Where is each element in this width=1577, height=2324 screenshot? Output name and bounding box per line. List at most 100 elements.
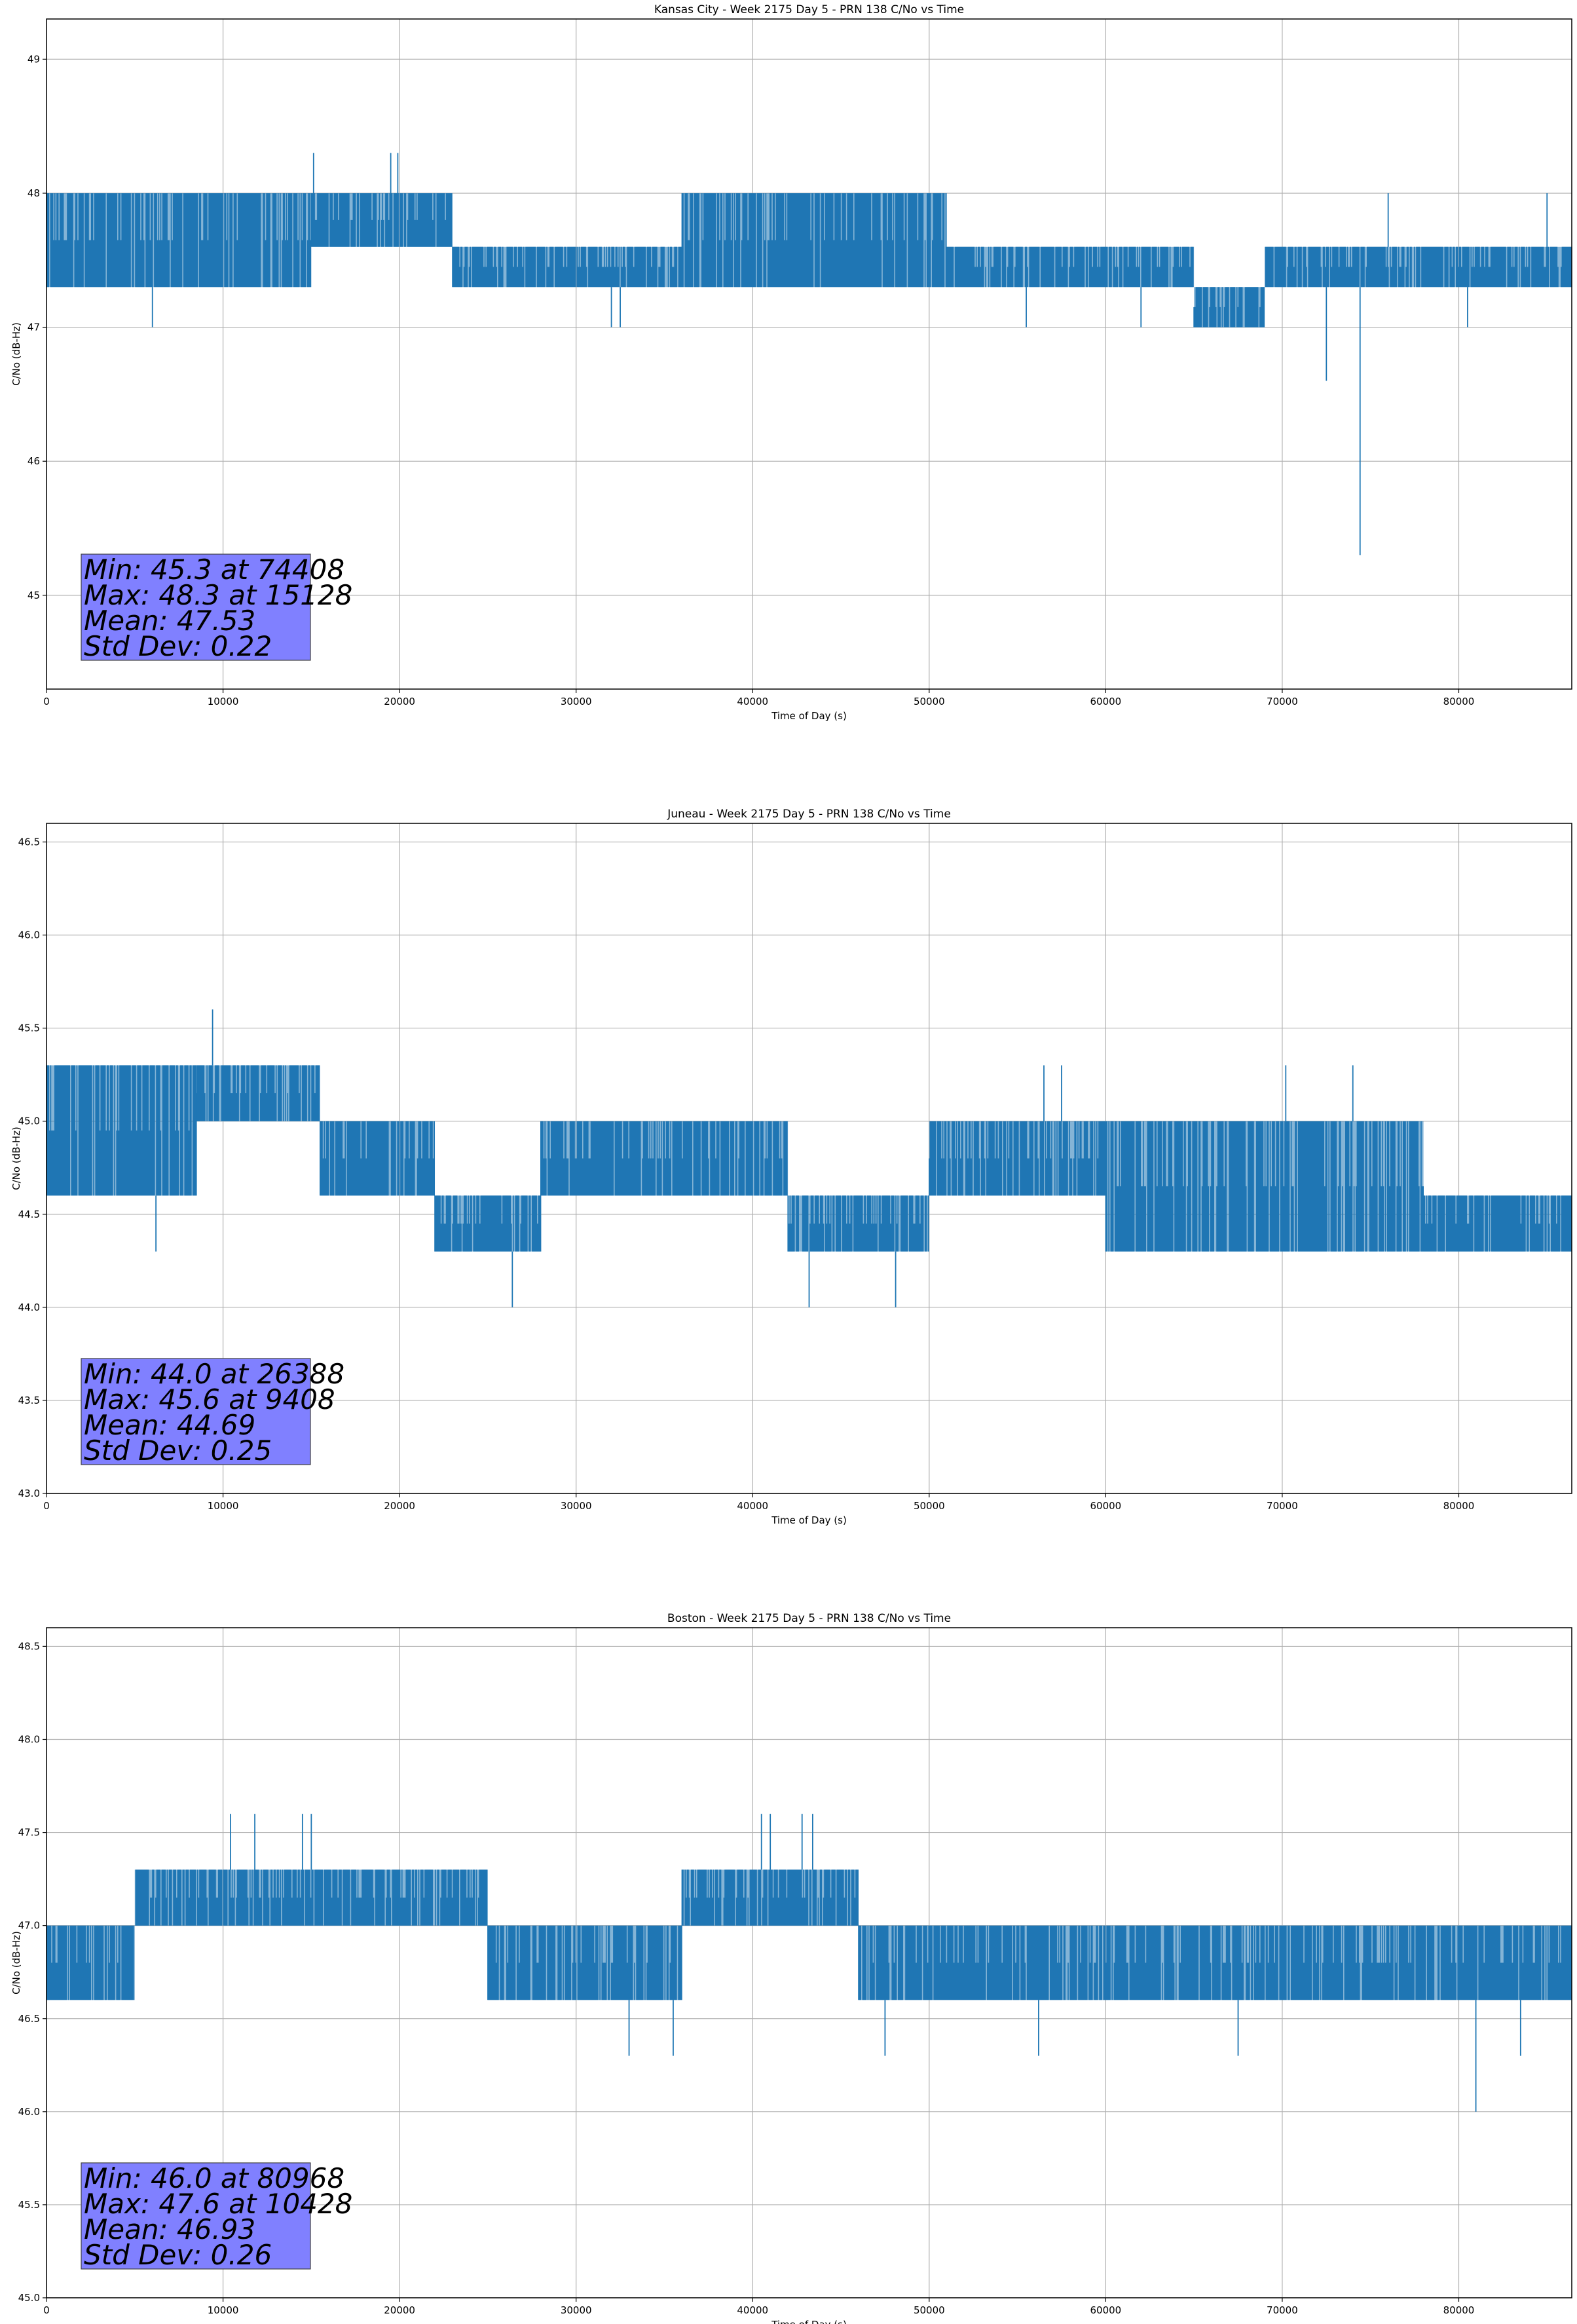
x-tick-label: 60000 xyxy=(1090,1500,1122,1512)
x-tick-label: 20000 xyxy=(384,2304,415,2316)
chart-panel-2: 0 10000 20000 30000 40000 50000 60000 70000 8000… xyxy=(10,1612,1572,2324)
stats-line: Min: 44.0 at 26388 xyxy=(84,1358,344,1390)
stats-line: Std Dev: 0.26 xyxy=(84,2239,272,2271)
stats-line: Min: 45.3 at 74408 xyxy=(84,553,344,586)
series-band-fill xyxy=(576,246,682,288)
chart-title: Boston - Week 2175 Day 5 - PRN 138 C/No … xyxy=(667,1612,951,1625)
x-tick-label: 10000 xyxy=(208,1500,239,1512)
series-band-fill xyxy=(946,246,1195,288)
series-band-fill xyxy=(1423,1195,1572,1252)
x-tick-label: 80000 xyxy=(1443,1500,1475,1512)
y-tick-label: 47.0 xyxy=(18,1920,40,1932)
series-band-fill xyxy=(1264,246,1572,288)
y-tick-label: 47.5 xyxy=(18,1827,40,1839)
series-band-fill xyxy=(320,1121,436,1196)
x-tick-label: 10000 xyxy=(208,696,239,707)
y-tick-label: 46.5 xyxy=(18,2013,40,2025)
y-tick-label: 46.5 xyxy=(18,836,40,848)
axes-frame xyxy=(46,1627,1572,2298)
x-tick-label: 10000 xyxy=(208,2304,239,2316)
series-band-fill xyxy=(1194,287,1265,328)
x-tick-label: 50000 xyxy=(914,1500,945,1512)
series-band-fill xyxy=(540,1121,788,1196)
x-tick-label: 40000 xyxy=(737,2304,768,2316)
series-band-fill xyxy=(858,1925,1572,2000)
x-tick-label: 20000 xyxy=(384,696,415,707)
stats-box xyxy=(81,1358,311,1465)
y-tick-label: 47 xyxy=(28,322,40,333)
series-band-fill xyxy=(788,1195,929,1252)
x-tick-label: 70000 xyxy=(1267,1500,1298,1512)
x-tick-label: 30000 xyxy=(561,1500,592,1512)
axes-frame xyxy=(46,823,1572,1494)
x-tick-label: 40000 xyxy=(737,696,768,707)
x-axis-label: Time of Day (s) xyxy=(771,710,847,722)
x-tick-label: 0 xyxy=(43,1500,50,1512)
chart-panel-1: 0 10000 20000 30000 40000 50000 60000 70000 8000… xyxy=(10,808,1572,1526)
series-band-fill xyxy=(46,1925,135,2000)
y-tick-label: 44.0 xyxy=(18,1302,40,1313)
x-tick-label: 60000 xyxy=(1090,2304,1122,2316)
series-band-fill xyxy=(196,1065,320,1121)
stats-line: Mean: 46.93 xyxy=(84,2213,255,2245)
x-tick-label: 20000 xyxy=(384,1500,415,1512)
y-tick-label: 43.0 xyxy=(18,1488,40,1499)
stats-line: Min: 46.0 at 80968 xyxy=(84,2162,344,2194)
x-tick-label: 0 xyxy=(43,2304,50,2316)
stats-line: Mean: 47.53 xyxy=(84,605,255,637)
y-tick-label: 48.0 xyxy=(18,1734,40,1746)
x-tick-label: 50000 xyxy=(914,696,945,707)
series-band-fill xyxy=(682,193,947,288)
y-tick-label: 46.0 xyxy=(18,929,40,941)
stats-line: Mean: 44.69 xyxy=(84,1409,255,1441)
y-axis-label: C/No (dB-Hz) xyxy=(10,322,22,386)
x-tick-label: 80000 xyxy=(1443,2304,1475,2316)
x-tick-label: 0 xyxy=(43,696,50,707)
x-axis-label: Time of Day (s) xyxy=(771,2319,847,2324)
series-band-fill xyxy=(134,1869,488,1926)
series-band-fill xyxy=(46,193,153,288)
x-axis-label: Time of Day (s) xyxy=(771,1514,847,1526)
x-tick-label: 40000 xyxy=(737,1500,768,1512)
stats-box xyxy=(81,2162,311,2270)
chart-title: Kansas City - Week 2175 Day 5 - PRN 138 … xyxy=(654,3,964,16)
y-tick-label: 48.5 xyxy=(18,1640,40,1652)
series-band-fill xyxy=(682,1869,859,1926)
stats-line: Max: 45.6 at 9408 xyxy=(84,1383,335,1415)
y-tick-label: 45.0 xyxy=(18,2292,40,2304)
y-tick-label: 49 xyxy=(28,53,40,65)
y-tick-label: 46.0 xyxy=(18,2106,40,2118)
series-band-fill xyxy=(487,1925,682,2000)
chart-title: Juneau - Week 2175 Day 5 - PRN 138 C/No … xyxy=(667,808,951,821)
stats-line: Max: 47.6 at 10428 xyxy=(84,2188,352,2220)
series-band-fill xyxy=(152,193,312,288)
x-tick-label: 80000 xyxy=(1443,696,1475,707)
y-tick-label: 45.5 xyxy=(18,2199,40,2211)
y-tick-label: 46 xyxy=(28,455,40,467)
series-band-fill xyxy=(1105,1121,1424,1252)
stats-box xyxy=(81,553,311,661)
x-tick-label: 60000 xyxy=(1090,696,1122,707)
chart-panel-0: 0 10000 20000 30000 40000 50000 60000 70000 8000… xyxy=(10,3,1572,722)
series-band-fill xyxy=(929,1121,1106,1196)
y-tick-label: 45.0 xyxy=(18,1115,40,1127)
stats-line: Std Dev: 0.25 xyxy=(84,1434,272,1467)
series-band-fill xyxy=(311,193,453,247)
y-axis-label: C/No (dB-Hz) xyxy=(10,1127,22,1190)
x-tick-label: 30000 xyxy=(561,696,592,707)
series-band-fill xyxy=(452,246,576,288)
series-band-fill xyxy=(435,1195,541,1252)
x-tick-label: 70000 xyxy=(1267,696,1298,707)
x-tick-label: 50000 xyxy=(914,2304,945,2316)
x-tick-label: 70000 xyxy=(1267,2304,1298,2316)
x-tick-label: 30000 xyxy=(561,2304,592,2316)
y-tick-label: 45.5 xyxy=(18,1022,40,1034)
y-axis-label: C/No (dB-Hz) xyxy=(10,1931,22,1995)
y-tick-label: 44.5 xyxy=(18,1209,40,1220)
series-band-fill xyxy=(46,1065,197,1196)
stats-line: Std Dev: 0.22 xyxy=(84,630,272,662)
y-tick-label: 43.5 xyxy=(18,1395,40,1406)
y-tick-label: 45 xyxy=(28,590,40,601)
y-tick-label: 48 xyxy=(28,187,40,199)
